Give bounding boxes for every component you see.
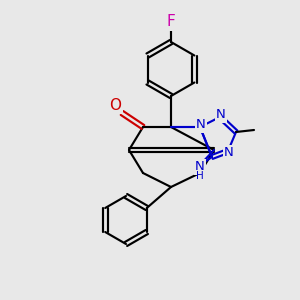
Text: F: F — [167, 14, 176, 29]
Text: O: O — [109, 98, 121, 112]
Text: N: N — [195, 160, 205, 173]
Text: N: N — [196, 118, 206, 131]
Text: H: H — [196, 171, 204, 181]
Text: N: N — [216, 109, 226, 122]
Text: N: N — [224, 146, 234, 160]
